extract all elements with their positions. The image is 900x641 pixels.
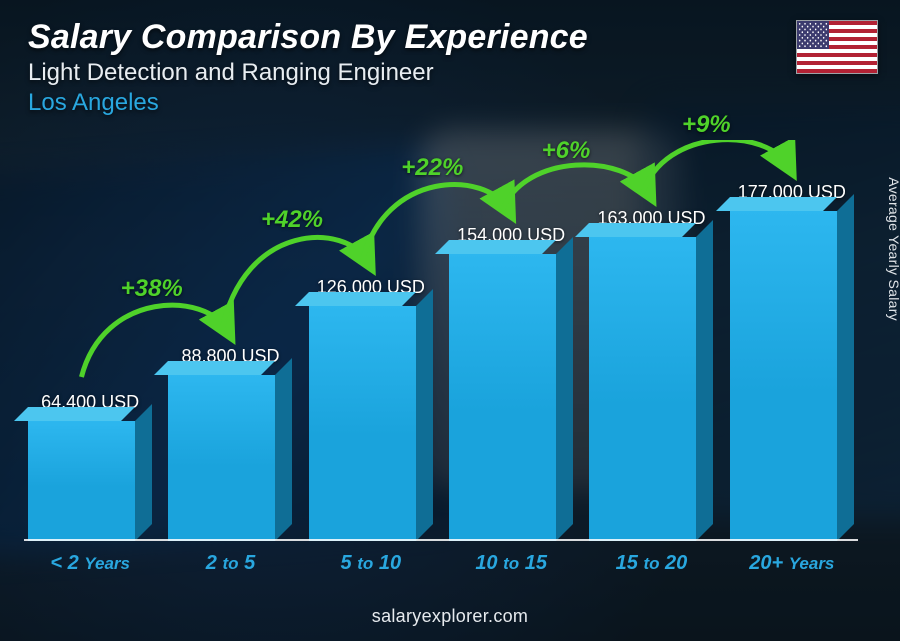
bar-column: 88,800 USD	[168, 346, 292, 541]
chart-bars: 64,400 USD 88,800 USD 126,000 USD 154,00…	[24, 140, 858, 541]
flag-icon	[796, 20, 878, 74]
bar-3d	[730, 211, 854, 541]
x-axis-label: 20+ Years	[730, 552, 854, 575]
x-axis-label: 10 to 15	[449, 552, 573, 575]
bar-3d	[28, 421, 152, 541]
header: Salary Comparison By Experience Light De…	[28, 18, 780, 117]
bar-chart: 64,400 USD 88,800 USD 126,000 USD 154,00…	[24, 140, 858, 569]
bar-3d	[449, 254, 573, 541]
increase-pct-label: +22%	[401, 154, 463, 182]
page-title: Salary Comparison By Experience	[28, 18, 780, 57]
bar-3d	[589, 237, 713, 541]
bar-column: 64,400 USD	[28, 392, 152, 541]
bar-column: 154,000 USD	[449, 225, 573, 541]
x-axis-label: < 2 Years	[28, 552, 152, 575]
increase-pct-label: +42%	[261, 206, 323, 234]
increase-pct-label: +38%	[121, 275, 183, 303]
x-axis-label: 5 to 10	[309, 552, 433, 575]
chart-baseline	[24, 539, 858, 541]
increase-pct-label: +9%	[682, 111, 731, 139]
y-axis-label: Average Yearly Salary	[886, 177, 900, 321]
x-axis-labels: < 2 Years 2 to 5 5 to 10 10 to 15 15 to 20 20…	[24, 552, 858, 575]
page-subtitle: Light Detection and Ranging Engineer	[28, 59, 780, 87]
bar-column: 177,000 USD	[730, 182, 854, 541]
bar-column: 126,000 USD	[309, 277, 433, 541]
infographic-stage: Salary Comparison By Experience Light De…	[0, 0, 900, 641]
page-location: Los Angeles	[28, 89, 780, 117]
bar-3d	[168, 375, 292, 541]
footer-site: salaryexplorer.com	[0, 606, 900, 627]
bar-3d	[309, 306, 433, 541]
bar-column: 163,000 USD	[589, 208, 713, 541]
increase-pct-label: +6%	[542, 137, 591, 165]
x-axis-label: 2 to 5	[168, 552, 292, 575]
x-axis-label: 15 to 20	[589, 552, 713, 575]
